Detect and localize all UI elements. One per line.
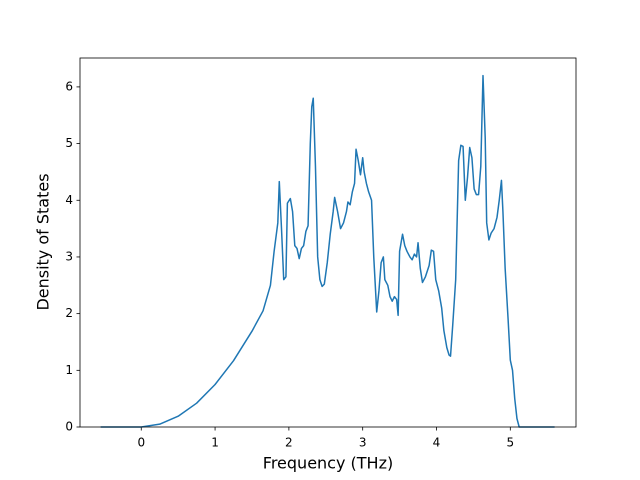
x-tick-label: 5 <box>506 436 514 450</box>
data-line <box>100 74 555 428</box>
y-axis-label: Density of States <box>34 173 53 310</box>
y-tick-label: 2 <box>65 306 73 320</box>
plot-frame <box>79 57 577 428</box>
y-tick-label: 3 <box>65 249 73 263</box>
x-tick-label: 2 <box>285 436 293 450</box>
x-tick-label: 3 <box>359 436 367 450</box>
x-tick-label: 4 <box>433 436 441 450</box>
y-tick-label: 6 <box>65 79 73 93</box>
y-tick-label: 5 <box>65 136 73 150</box>
y-tick-label: 0 <box>65 420 73 434</box>
y-tick-label: 4 <box>65 193 73 207</box>
x-tick-label: 0 <box>137 436 145 450</box>
y-tick-label: 1 <box>65 363 73 377</box>
x-tick-label: 1 <box>211 436 219 450</box>
x-axis-label: Frequency (THz) <box>263 454 393 473</box>
